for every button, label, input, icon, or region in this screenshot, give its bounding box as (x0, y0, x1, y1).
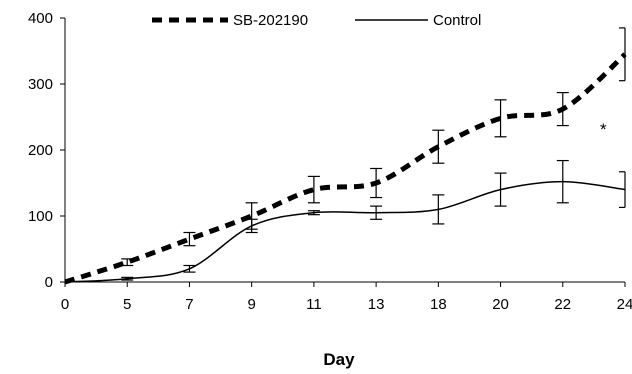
x-tick-label: 13 (368, 296, 385, 313)
x-tick-label: 11 (306, 296, 322, 313)
legend-label-sb-202190: SB-202190 (233, 12, 308, 29)
x-tick-label: 22 (554, 296, 571, 313)
error-bar (183, 264, 196, 273)
y-tick-label: 200 (28, 142, 53, 159)
error-bar (307, 210, 320, 216)
significance-asterisk: * (600, 120, 607, 139)
x-tick-label: 0 (61, 296, 69, 313)
error-bar (183, 231, 196, 247)
error-bar (556, 159, 569, 204)
error-bar (556, 91, 569, 127)
y-tick-label: 100 (28, 208, 53, 225)
series-control (64, 159, 626, 283)
error-bar (619, 27, 626, 82)
series-line-sb-202190 (64, 52, 627, 285)
x-tick-label: 7 (185, 296, 193, 313)
error-bar (121, 258, 134, 267)
error-bar (245, 218, 258, 234)
series-sb-202190 (64, 27, 627, 285)
y-tick-label: 0 (45, 274, 53, 291)
legend: SB-202190 Control (152, 12, 481, 29)
error-bar (370, 205, 383, 220)
error-bar (121, 276, 134, 281)
series-line-control (64, 180, 626, 283)
error-bar (494, 99, 507, 138)
error-bar (370, 167, 383, 199)
x-tick-label: 9 (247, 296, 255, 313)
legend-label-control: Control (433, 12, 481, 29)
x-tick-label: 20 (492, 296, 509, 313)
x-tick-label: 18 (430, 296, 447, 313)
error-bar (307, 175, 320, 204)
series-layer (64, 27, 627, 285)
axes: 0 100 200 300 400 0 5 7 9 11 13 18 20 22 24 (28, 10, 632, 313)
error-bar (432, 129, 445, 164)
y-tick-label: 400 (28, 10, 53, 27)
error-bar (619, 171, 626, 209)
x-axis-label: Day (323, 350, 355, 369)
y-tick-label: 300 (28, 76, 53, 93)
x-tick-label: 24 (617, 296, 632, 313)
error-bar (494, 172, 507, 207)
error-bar (432, 194, 445, 225)
x-tick-label: 5 (123, 296, 131, 313)
